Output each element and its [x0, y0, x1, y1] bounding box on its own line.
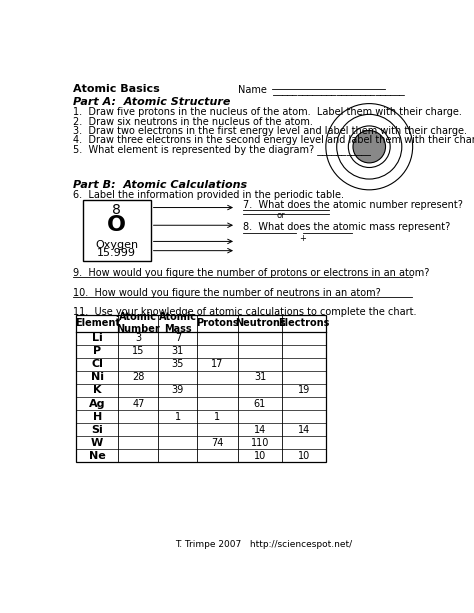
- Text: H: H: [92, 411, 102, 422]
- Text: 7: 7: [175, 333, 181, 343]
- Text: Ag: Ag: [89, 398, 106, 408]
- Text: 6.  Label the information provided in the periodic table.: 6. Label the information provided in the…: [73, 190, 344, 200]
- Text: 1: 1: [175, 411, 181, 422]
- Text: 5.  What element is represented by the diagram? ___________: 5. What element is represented by the di…: [73, 145, 371, 155]
- Text: 31: 31: [172, 346, 184, 356]
- Text: 8: 8: [112, 203, 121, 217]
- Text: 47: 47: [132, 398, 145, 408]
- Text: Electrons: Electrons: [278, 318, 330, 328]
- Text: 74: 74: [211, 438, 224, 447]
- Text: 9.  How would you figure the number of protons or electrons in an atom?: 9. How would you figure the number of pr…: [73, 268, 429, 278]
- Text: 3: 3: [135, 333, 141, 343]
- Text: 61: 61: [254, 398, 266, 408]
- Circle shape: [353, 131, 385, 163]
- Text: 17: 17: [211, 359, 224, 369]
- Text: Atomic
Mass: Atomic Mass: [159, 312, 197, 334]
- Text: Atomic Basics: Atomic Basics: [73, 85, 160, 94]
- Text: Cl: Cl: [91, 359, 103, 369]
- Text: Atomic
Number: Atomic Number: [117, 312, 160, 334]
- Text: Part B:  Atomic Calculations: Part B: Atomic Calculations: [73, 180, 247, 190]
- Text: Neutrons: Neutrons: [235, 318, 285, 328]
- Text: 31: 31: [254, 372, 266, 383]
- Text: 10.  How would you figure the number of neutrons in an atom?: 10. How would you figure the number of n…: [73, 287, 381, 298]
- Text: 4.  Draw three electrons in the second energy level and label them with their ch: 4. Draw three electrons in the second en…: [73, 135, 474, 145]
- Text: T. Trimpe 2007   http://sciencespot.net/: T. Trimpe 2007 http://sciencespot.net/: [175, 540, 353, 549]
- Text: 35: 35: [172, 359, 184, 369]
- Text: or: or: [277, 211, 285, 221]
- Text: 15: 15: [132, 346, 145, 356]
- Text: 11.  Use your knowledge of atomic calculations to complete the chart.: 11. Use your knowledge of atomic calcula…: [73, 307, 417, 317]
- Text: P: P: [93, 346, 101, 356]
- Text: 10: 10: [298, 451, 310, 461]
- Text: 3.  Draw two electrons in the first energy level and label them with their charg: 3. Draw two electrons in the first energ…: [73, 126, 467, 136]
- Text: +: +: [299, 235, 306, 243]
- Text: Ni: Ni: [91, 372, 104, 383]
- Text: Li: Li: [92, 333, 102, 343]
- Text: 15.999: 15.999: [97, 248, 136, 258]
- Bar: [76, 314, 326, 462]
- Text: 14: 14: [298, 425, 310, 435]
- Text: Si: Si: [91, 425, 103, 435]
- Text: 1.  Draw five protons in the nucleus of the atom.  Label them with their charge.: 1. Draw five protons in the nucleus of t…: [73, 107, 462, 118]
- Text: 14: 14: [254, 425, 266, 435]
- Text: Oxygen: Oxygen: [95, 240, 138, 250]
- Text: Ne: Ne: [89, 451, 106, 461]
- Text: Part A:  Atomic Structure: Part A: Atomic Structure: [73, 97, 230, 107]
- Text: 8.  What does the atomic mass represent?: 8. What does the atomic mass represent?: [243, 222, 450, 232]
- Text: Name  ___________________________: Name ___________________________: [237, 85, 404, 95]
- Bar: [82, 200, 151, 261]
- Text: W: W: [91, 438, 103, 447]
- Text: 2.  Draw six neutrons in the nucleus of the atom.: 2. Draw six neutrons in the nucleus of t…: [73, 116, 313, 127]
- Text: K: K: [93, 386, 101, 395]
- Text: 1: 1: [214, 411, 220, 422]
- Text: 110: 110: [251, 438, 269, 447]
- Text: 19: 19: [298, 386, 310, 395]
- Text: 10: 10: [254, 451, 266, 461]
- Text: Element: Element: [75, 318, 120, 328]
- Text: 39: 39: [172, 386, 184, 395]
- Text: O: O: [107, 215, 126, 235]
- Text: Protons: Protons: [196, 318, 239, 328]
- Text: 28: 28: [132, 372, 145, 383]
- Text: 7.  What does the atomic number represent?: 7. What does the atomic number represent…: [243, 200, 463, 210]
